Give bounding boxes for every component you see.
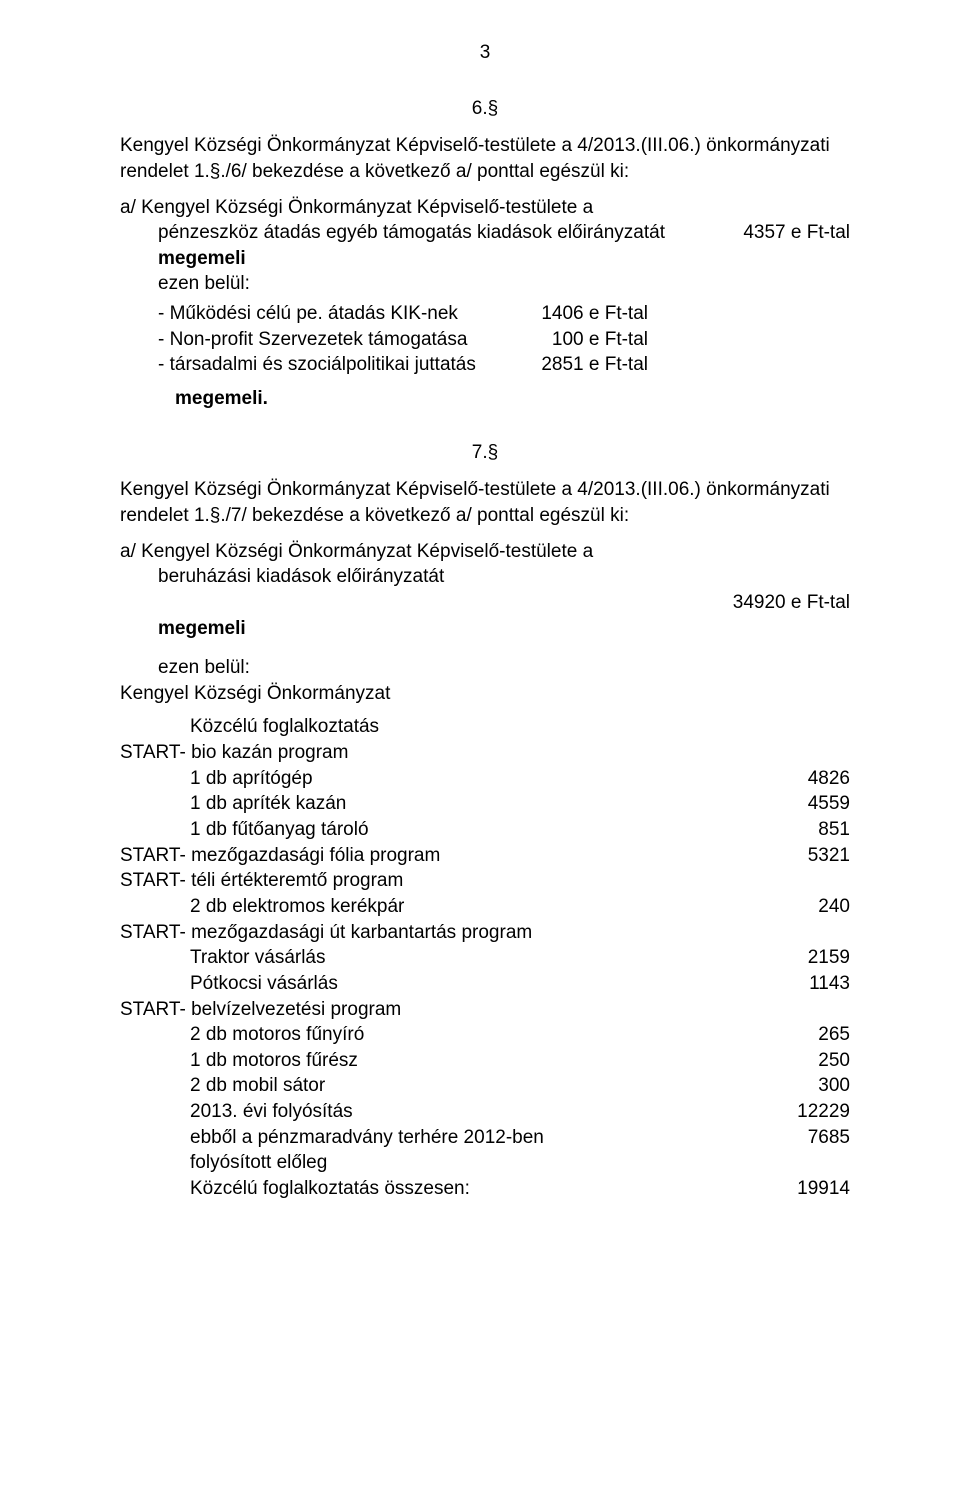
section-7-intro: Kengyel Községi Önkormányzat Képviselő-t… xyxy=(120,477,850,528)
section-7-intro-line2: rendelet 1.§./7/ bekezdése a következő a… xyxy=(120,505,629,526)
row-value: 851 xyxy=(730,817,850,843)
row-label: START- belvízelvezetési program xyxy=(120,997,730,1023)
table-row: 1 db motoros fűrész250 xyxy=(120,1048,850,1074)
table-row: Közcélú foglalkoztatás összesen:19914 xyxy=(120,1176,850,1202)
section-7-org: Kengyel Községi Önkormányzat xyxy=(120,681,850,707)
row-label: Közcélú foglalkoztatás xyxy=(120,714,730,740)
item-label: - társadalmi és szociálpolitikai juttatá… xyxy=(158,352,528,378)
row-value: 1143 xyxy=(730,971,850,997)
table-row: START- bio kazán program xyxy=(120,740,850,766)
row-value: 19914 xyxy=(730,1176,850,1202)
row-label: 2 db motoros fűnyíró xyxy=(120,1022,730,1048)
table-row: 2 db elektromos kerékpár240 xyxy=(120,894,850,920)
table-row: START- mezőgazdasági fólia program5321 xyxy=(120,843,850,869)
row-label: Pótkocsi vásárlás xyxy=(120,971,730,997)
section-7-a-line2-label: beruházási kiadások előirányzatát xyxy=(120,564,850,590)
row-label: 1 db fűtőanyag tároló xyxy=(120,817,730,843)
table-row: 2 db mobil sátor300 xyxy=(120,1073,850,1099)
row-value: 2159 xyxy=(730,945,850,971)
row-label: START- mezőgazdasági út karbantartás pro… xyxy=(120,920,730,946)
item-label: - Non-profit Szervezetek támogatása xyxy=(158,327,528,353)
section-6-point-a: a/ Kengyel Községi Önkormányzat Képvisel… xyxy=(120,195,850,412)
item-value: 2851 e Ft-tal xyxy=(528,352,648,378)
item-value: 1406 e Ft-tal xyxy=(528,301,648,327)
row-value: 4826 xyxy=(730,766,850,792)
row-value: 4559 xyxy=(730,791,850,817)
row-label: 2 db mobil sátor xyxy=(120,1073,730,1099)
row-label: 1 db motoros fűrész xyxy=(120,1048,730,1074)
list-item: - társadalmi és szociálpolitikai juttatá… xyxy=(158,352,850,378)
row-label: START- bio kazán program xyxy=(120,740,730,766)
section-6-a-line2-label: pénzeszköz átadás egyéb támogatás kiadás… xyxy=(158,220,665,246)
section-6-a-amount: 4357 e Ft-tal xyxy=(720,220,850,246)
row-label: 2 db elektromos kerékpár xyxy=(120,894,730,920)
row-value: 240 xyxy=(730,894,850,920)
section-6-intro-line2: rendelet 1.§./6/ bekezdése a következő a… xyxy=(120,161,629,182)
row-value: 250 xyxy=(730,1048,850,1074)
row-label: START- téli értékteremtő program xyxy=(120,868,730,894)
table-row: 2 db motoros fűnyíró265 xyxy=(120,1022,850,1048)
section-7-point-a: a/ Kengyel Községi Önkormányzat Képvisel… xyxy=(120,539,850,642)
section-6-items: - Működési célú pe. átadás KIK-nek 1406 … xyxy=(120,301,850,378)
row-label: 1 db apríték kazán xyxy=(120,791,730,817)
page-number: 3 xyxy=(120,40,850,66)
row-value: 300 xyxy=(730,1073,850,1099)
table-row: ebből a pénzmaradvány terhére 2012-ben f… xyxy=(120,1125,850,1176)
row-label: Traktor vásárlás xyxy=(120,945,730,971)
table-row: Pótkocsi vásárlás1143 xyxy=(120,971,850,997)
section-6-heading: 6.§ xyxy=(120,96,850,122)
section-7-a-line1: a/ Kengyel Községi Önkormányzat Képvisel… xyxy=(120,539,850,565)
row-label: ebből a pénzmaradvány terhére 2012-ben f… xyxy=(120,1125,620,1176)
item-value: 100 e Ft-tal xyxy=(528,327,648,353)
table-row: Traktor vásárlás2159 xyxy=(120,945,850,971)
table-row: 1 db apríték kazán4559 xyxy=(120,791,850,817)
row-label: Közcélú foglalkoztatás összesen: xyxy=(120,1176,730,1202)
section-6-megemeli: megemeli xyxy=(120,246,850,272)
item-label: - Működési célú pe. átadás KIK-nek xyxy=(158,301,528,327)
row-value: 5321 xyxy=(730,843,850,869)
section-7-a-amount: 34920 e Ft-tal xyxy=(720,590,850,616)
table-row: 2013. évi folyósítás12229 xyxy=(120,1099,850,1125)
row-value: 12229 xyxy=(730,1099,850,1125)
section-7-heading: 7.§ xyxy=(120,440,850,466)
row-label: 1 db aprítógép xyxy=(120,766,730,792)
section-7-megemeli: megemeli xyxy=(120,616,850,642)
list-item: - Non-profit Szervezetek támogatása 100 … xyxy=(158,327,850,353)
section-7-ezen-belul: ezen belül: xyxy=(120,655,850,681)
section-6-a-line1: a/ Kengyel Községi Önkormányzat Képvisel… xyxy=(120,195,850,221)
section-7-table: Közcélú foglalkoztatás START- bio kazán … xyxy=(120,714,850,1201)
row-value: 265 xyxy=(730,1022,850,1048)
table-row: 1 db fűtőanyag tároló851 xyxy=(120,817,850,843)
table-row: START- téli értékteremtő program xyxy=(120,868,850,894)
table-row: 1 db aprítógép4826 xyxy=(120,766,850,792)
table-row: START- belvízelvezetési program xyxy=(120,997,850,1023)
section-6-intro: Kengyel Községi Önkormányzat Képviselő-t… xyxy=(120,133,850,184)
table-row: START- mezőgazdasági út karbantartás pro… xyxy=(120,920,850,946)
table-row: Közcélú foglalkoztatás xyxy=(120,714,850,740)
row-label: 2013. évi folyósítás xyxy=(120,1099,730,1125)
section-6-closing: megemeli. xyxy=(120,386,850,412)
section-7-body: ezen belül: Kengyel Községi Önkormányzat… xyxy=(120,655,850,1201)
list-item: - Működési célú pe. átadás KIK-nek 1406 … xyxy=(158,301,850,327)
section-7-intro-line1: Kengyel Községi Önkormányzat Képviselő-t… xyxy=(120,479,830,500)
row-value: 7685 xyxy=(730,1125,850,1151)
section-6-ezen-belul: ezen belül: xyxy=(120,271,850,297)
section-6-intro-line1: Kengyel Községi Önkormányzat Képviselő-t… xyxy=(120,135,830,156)
row-label: START- mezőgazdasági fólia program xyxy=(120,843,730,869)
